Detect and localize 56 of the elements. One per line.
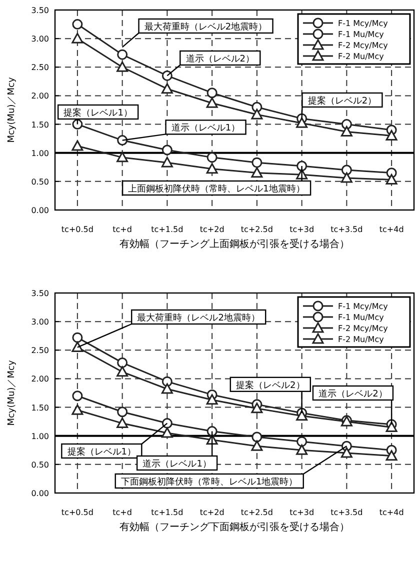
y-tick-label: 1.00 [31, 148, 49, 158]
x-tick-label: tc+0.5d [61, 225, 94, 234]
y-tick-label: 1.00 [31, 432, 49, 441]
x-tick-label: tc+d [112, 508, 132, 517]
x-tick-label: tc+3d [290, 225, 314, 234]
annotation: 提案（レベル1） [64, 108, 132, 118]
x-axis-title: 有効幅（フーチング上面鋼板が引張を受ける場合） [120, 238, 350, 250]
legend-label: F-1 Mcy/Mcy [338, 302, 388, 311]
x-tick-label: tc+3.5d [330, 225, 363, 234]
x-tick-label: tc+0.5d [61, 508, 94, 517]
annotation: 提案（レベル1） [67, 446, 136, 458]
annotation: 道示（レベル1） [171, 122, 240, 134]
annotation: 道示（レベル1） [142, 458, 212, 470]
x-tick-label: tc+3d [290, 508, 314, 517]
y-axis-title: Mcy(Mu)／Mcy [7, 360, 17, 426]
y-tick-label: 3.00 [31, 34, 49, 44]
legend-label: F-2 Mu/Mcy [338, 52, 384, 61]
x-tick-label: tc+1.5d [151, 225, 184, 234]
legend-label: F-2 Mu/Mcy [338, 335, 384, 344]
legend-label: F-1 Mu/Mcy [338, 313, 384, 322]
x-axis-title: 有効幅（フーチング下面鋼板が引張を受ける場合） [120, 521, 350, 533]
x-tick-label: tc+d [112, 225, 132, 234]
legend-label: F-2 Mcy/Mcy [338, 41, 388, 50]
y-axis-title: Mcy(Mu)／Mcy [7, 76, 17, 143]
annotation: 最大荷重時（レベル2地震時） [144, 22, 268, 32]
legend-label: F-2 Mcy/Mcy [338, 324, 388, 333]
annotation: 提案（レベル2） [236, 380, 305, 391]
annotation: 道示（レベル2） [318, 388, 388, 400]
y-tick-label: 3.00 [31, 318, 49, 327]
annotation: 最大荷重時（レベル2地震時） [137, 312, 260, 324]
x-tick-label: tc+1.5d [151, 508, 184, 517]
annotation: 提案（レベル2） [308, 96, 377, 106]
x-tick-label: tc+2.5d [240, 508, 273, 517]
y-tick-label: 3.50 [31, 6, 49, 15]
annotation: 道示（レベル2） [186, 54, 255, 64]
annotation: 下面鋼板初降伏時（常時、レベル1地震時） [121, 476, 298, 488]
annotation: 上面鋼板初降伏時（常時、レベル1地震時） [128, 184, 305, 194]
x-tick-label: tc+4d [379, 225, 404, 234]
x-tick-label: tc+4d [379, 508, 404, 517]
legend-label: F-1 Mcy/Mcy [338, 19, 388, 28]
x-tick-label: tc+2d [200, 225, 224, 234]
x-tick-label: tc+2d [200, 508, 224, 517]
y-tick-label: 1.50 [31, 403, 49, 412]
x-tick-label: tc+3.5d [330, 508, 363, 517]
y-tick-label: 2.00 [31, 374, 49, 384]
y-tick-label: 3.50 [31, 289, 49, 298]
y-tick-label: 1.50 [31, 120, 49, 130]
x-tick-label: tc+2.5d [240, 225, 273, 234]
y-tick-label: 2.50 [31, 346, 49, 356]
y-tick-label: 0.50 [31, 177, 49, 186]
legend-label: F-1 Mu/Mcy [338, 30, 384, 39]
y-tick-label: 2.00 [31, 92, 49, 101]
y-tick-label: 0.00 [31, 206, 49, 215]
y-tick-label: 0.50 [31, 460, 49, 470]
y-tick-label: 0.00 [31, 489, 49, 498]
y-tick-label: 2.50 [31, 63, 49, 72]
